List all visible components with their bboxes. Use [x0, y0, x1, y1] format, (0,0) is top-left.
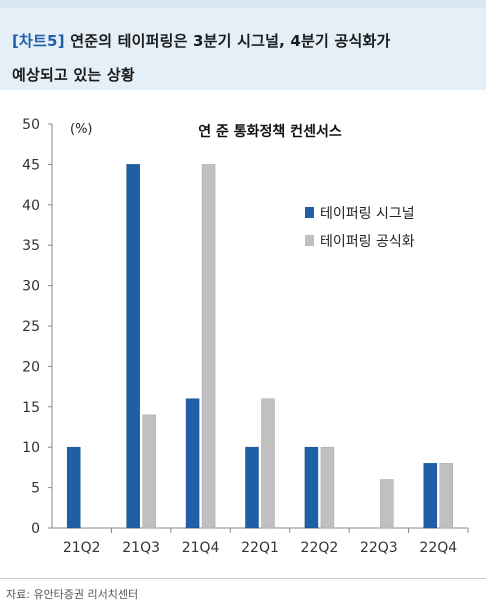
bar-signal — [185, 398, 200, 529]
y-tick-label: 45 — [22, 157, 40, 173]
bar-formal — [380, 479, 394, 529]
y-tick-label: 50 — [22, 117, 40, 133]
bar-signal — [304, 446, 319, 529]
bar-signal — [126, 164, 140, 529]
y-tick-label: 5 — [31, 481, 40, 497]
top-accent-bar — [0, 0, 486, 8]
bar-formal — [142, 414, 156, 529]
y-tick-label: 0 — [31, 521, 40, 537]
bar-formal — [201, 164, 216, 529]
chart-header: [차트5] 연준의 테이퍼링은 3분기 시그널, 4분기 공식화가 예상되고 있… — [0, 8, 486, 90]
chart-area: 연 준 통화정책 컨센서스 (%) 0 5 10 15 20 25 30 35 40 45 50 21… — [0, 96, 486, 576]
x-tick-label: 21Q4 — [182, 540, 220, 556]
footer-divider — [0, 578, 486, 579]
y-tick-label: 25 — [22, 319, 40, 335]
legend-swatch-formal — [305, 235, 314, 246]
chart-title: 연 준 통화정책 컨센서스 — [198, 123, 342, 140]
y-tick-label: 35 — [22, 238, 40, 254]
x-tick-label: 22Q1 — [241, 540, 279, 556]
y-tick-label: 30 — [22, 279, 40, 295]
y-unit-label: (%) — [70, 122, 93, 137]
bar-signal — [245, 446, 259, 529]
legend-label-signal: 테이퍼링 시그널 — [320, 206, 415, 222]
bar-formal — [320, 446, 335, 529]
legend-label-formal: 테이퍼링 공식화 — [320, 234, 415, 250]
x-tick-label: 21Q2 — [63, 540, 101, 556]
x-tick-label: 21Q3 — [122, 540, 160, 556]
chart-heading-line-2: 예상되고 있는 상황 — [12, 66, 135, 84]
y-tick-label: 10 — [22, 440, 40, 456]
bar-formal — [261, 398, 275, 529]
y-tick-label: 40 — [22, 198, 40, 214]
x-tick-label: 22Q2 — [301, 540, 339, 556]
y-tick-label: 20 — [22, 359, 40, 375]
legend-swatch-signal — [305, 207, 314, 218]
x-tick-label: 22Q4 — [419, 540, 457, 556]
bar-chart: 연 준 통화정책 컨센서스 (%) 0 5 10 15 20 25 30 35 40 45 50 21… — [22, 117, 469, 556]
bar-formal — [439, 463, 454, 529]
bar-signal — [66, 446, 81, 529]
source-note: 자료: 유안타증권 리서치센터 — [6, 588, 139, 601]
bar-signal — [423, 463, 438, 529]
chart-heading-text-1: 연준의 테이퍼링은 3분기 시그널, 4분기 공식화가 — [70, 32, 391, 50]
chart-heading-line-1: [차트5] 연준의 테이퍼링은 3분기 시그널, 4분기 공식화가 — [12, 30, 390, 51]
x-tick-label: 22Q3 — [360, 540, 398, 556]
chart-tag: [차트5] — [12, 32, 65, 50]
y-tick-label: 15 — [22, 400, 40, 416]
